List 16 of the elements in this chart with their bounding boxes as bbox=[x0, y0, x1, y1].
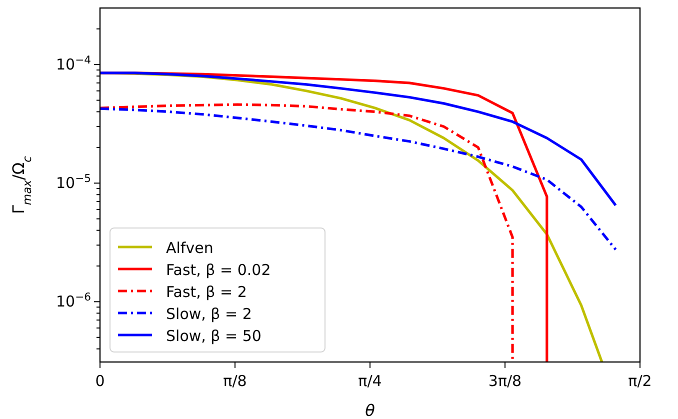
x-tick-label: π/4 bbox=[358, 372, 382, 390]
legend-label: Slow, β = 50 bbox=[166, 327, 262, 345]
legend-label: Fast, β = 2 bbox=[166, 283, 247, 301]
y-tick-label: 10$^{−4}$ bbox=[56, 53, 92, 74]
y-tick-label: 10$^{−6}$ bbox=[56, 290, 92, 311]
legend-label: Fast, β = 0.02 bbox=[166, 261, 271, 279]
line-series bbox=[100, 103, 514, 362]
y-tick-label: 10$^{−5}$ bbox=[56, 172, 91, 192]
x-tick-label: 3π/8 bbox=[488, 372, 522, 390]
x-axis-title: θ bbox=[365, 401, 376, 419]
legend-label: Alfven bbox=[166, 239, 214, 257]
line-series bbox=[100, 72, 617, 207]
legend-label: Slow, β = 2 bbox=[166, 305, 252, 323]
x-tick-label: π/8 bbox=[223, 372, 247, 390]
x-tick-label: 0 bbox=[95, 372, 105, 390]
x-tick-label: π/2 bbox=[628, 372, 652, 390]
